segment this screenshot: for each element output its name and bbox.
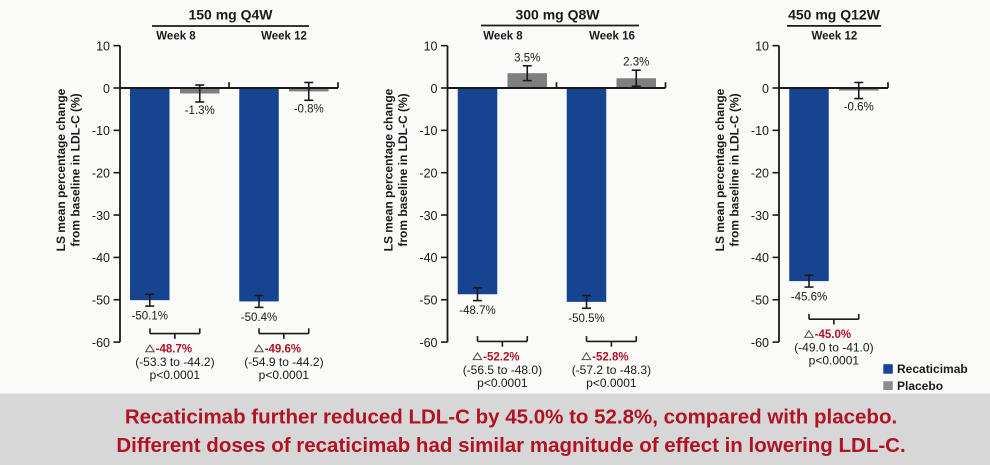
svg-text:-30: -30: [92, 209, 110, 223]
svg-text:Recaticimab further reduced LD: Recaticimab further reduced LDL-C by 45.…: [125, 405, 897, 428]
svg-text:Week 12: Week 12: [811, 31, 857, 43]
svg-text:LS mean percentage change: LS mean percentage change: [713, 88, 727, 251]
svg-text:2.3%: 2.3%: [623, 57, 649, 69]
svg-text:-48.7%: -48.7%: [156, 344, 192, 356]
svg-text:Week 8: Week 8: [483, 31, 523, 43]
svg-text:-1.3%: -1.3%: [185, 105, 215, 117]
svg-text:-48.7%: -48.7%: [459, 305, 495, 317]
svg-text:Week 16: Week 16: [589, 31, 635, 43]
svg-text:from baseline in LDL-C (%): from baseline in LDL-C (%): [69, 93, 83, 246]
svg-text:LS mean percentage change: LS mean percentage change: [382, 88, 396, 251]
svg-text:-50.1%: -50.1%: [132, 311, 168, 323]
svg-text:-60: -60: [419, 336, 437, 350]
svg-text:-45.0%: -45.0%: [815, 329, 851, 341]
svg-text:-20: -20: [92, 167, 110, 181]
svg-text:Recaticimab: Recaticimab: [897, 362, 968, 376]
svg-text:-52.8%: -52.8%: [592, 351, 628, 363]
svg-text:(-57.2 to -48.3): (-57.2 to -48.3): [572, 363, 651, 377]
svg-text:p<0.0001: p<0.0001: [150, 368, 201, 382]
svg-text:from baseline in LDL-C (%): from baseline in LDL-C (%): [396, 93, 410, 246]
svg-text:Week 8: Week 8: [156, 31, 196, 43]
svg-text:-50: -50: [751, 294, 769, 308]
svg-text:0: 0: [762, 82, 769, 96]
svg-text:-60: -60: [92, 336, 110, 350]
svg-text:-0.6%: -0.6%: [844, 102, 874, 114]
svg-text:-0.8%: -0.8%: [294, 103, 324, 115]
svg-text:-45.6%: -45.6%: [791, 292, 827, 304]
svg-text:p<0.0001: p<0.0001: [809, 354, 860, 368]
svg-text:150 mg Q4W: 150 mg Q4W: [188, 6, 273, 22]
svg-text:-10: -10: [751, 124, 769, 138]
svg-text:-40: -40: [751, 251, 769, 265]
svg-text:(-54.9 to -44.2): (-54.9 to -44.2): [244, 355, 323, 369]
svg-text:LS mean percentage change: LS mean percentage change: [54, 88, 68, 251]
svg-text:-50.5%: -50.5%: [568, 313, 604, 325]
svg-text:-50: -50: [419, 294, 437, 308]
svg-text:450 mg Q12W: 450 mg Q12W: [788, 6, 881, 22]
svg-text:-40: -40: [92, 251, 110, 265]
svg-text:-20: -20: [751, 167, 769, 181]
svg-text:10: 10: [755, 39, 769, 53]
svg-text:Week 12: Week 12: [261, 31, 307, 43]
svg-text:p<0.0001: p<0.0001: [586, 376, 637, 390]
svg-text:-50: -50: [92, 294, 110, 308]
svg-text:3.5%: 3.5%: [514, 52, 540, 64]
svg-text:(-53.3 to -44.2): (-53.3 to -44.2): [135, 355, 214, 369]
svg-text:(-56.5 to -48.0): (-56.5 to -48.0): [463, 363, 542, 377]
svg-text:p<0.0001: p<0.0001: [477, 376, 528, 390]
svg-text:0: 0: [103, 82, 110, 96]
svg-text:Different doses of recaticimab: Different doses of recaticimab had simil…: [116, 434, 905, 457]
svg-text:-20: -20: [419, 167, 437, 181]
svg-text:-60: -60: [751, 336, 769, 350]
svg-text:10: 10: [96, 39, 110, 53]
svg-text:-50.4%: -50.4%: [241, 312, 277, 324]
svg-text:-49.6%: -49.6%: [265, 344, 301, 356]
svg-text:(-49.0 to -41.0): (-49.0 to -41.0): [794, 341, 873, 355]
svg-text:300 mg Q8W: 300 mg Q8W: [515, 6, 600, 22]
svg-text:0: 0: [431, 82, 438, 96]
svg-text:-10: -10: [419, 124, 437, 138]
svg-text:-10: -10: [92, 124, 110, 138]
svg-text:from baseline in LDL-C (%): from baseline in LDL-C (%): [728, 93, 742, 246]
svg-text:-40: -40: [419, 251, 437, 265]
svg-text:p<0.0001: p<0.0001: [259, 368, 310, 382]
svg-text:Placebo: Placebo: [897, 379, 943, 393]
svg-text:-30: -30: [419, 209, 437, 223]
svg-text:-52.2%: -52.2%: [483, 351, 519, 363]
svg-text:-30: -30: [751, 209, 769, 223]
svg-text:10: 10: [424, 39, 438, 53]
